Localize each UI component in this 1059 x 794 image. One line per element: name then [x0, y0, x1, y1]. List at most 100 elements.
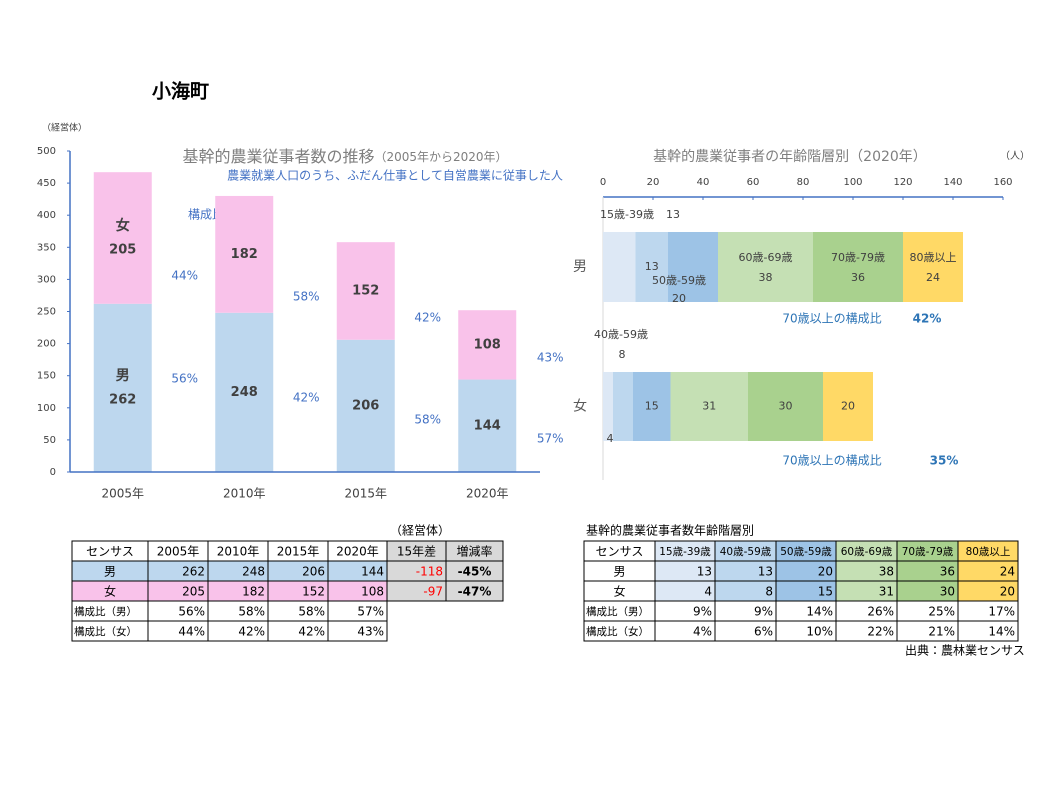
table-text: 57%	[357, 605, 384, 619]
annotation: 70歳以上の構成比	[782, 312, 881, 326]
table-text: 25%	[928, 605, 955, 619]
table-caption: （経営体）	[390, 524, 450, 538]
bar	[458, 310, 517, 380]
bar	[93, 303, 152, 472]
table-text: 9%	[754, 605, 773, 619]
series-label: 70歳-79歳	[831, 251, 885, 264]
x-tick-label: 40	[697, 177, 710, 188]
data-label: 8	[619, 348, 626, 361]
bar	[336, 242, 395, 340]
bar	[635, 232, 668, 302]
table-text: 20	[818, 565, 833, 579]
page-title: 小海町	[152, 80, 209, 103]
table-text: 26%	[867, 605, 894, 619]
x-tick-label: 80	[797, 177, 810, 188]
bar	[633, 372, 671, 441]
table-text: 42%	[298, 625, 325, 639]
data-label: 144	[474, 418, 501, 433]
table-text: 152	[302, 585, 325, 599]
share-label: 57%	[537, 432, 564, 446]
table-header: 70歳-79歳	[902, 546, 954, 558]
table-text: 9%	[693, 605, 712, 619]
chart-title: 基幹的農業従事者の年齢階層別（2020年）	[653, 148, 927, 165]
table-text: 20	[1000, 585, 1015, 599]
table-header: 増減率	[456, 544, 492, 559]
bar	[903, 232, 963, 302]
bar	[458, 379, 517, 472]
table-text: -45%	[458, 565, 492, 579]
data-label: 38	[759, 271, 773, 284]
table-header: 2005年	[157, 545, 200, 559]
data-label: 206	[352, 398, 379, 413]
data-label: 24	[926, 271, 940, 284]
table-text: 14%	[806, 605, 833, 619]
x-tick-label: 160	[993, 177, 1012, 188]
table-text: 42%	[238, 625, 265, 639]
series-label: 15歳-39歳	[600, 208, 654, 221]
table-text: 36	[940, 565, 955, 579]
table-text: -118	[416, 565, 443, 579]
table-text: 13	[758, 565, 773, 579]
bar	[215, 195, 274, 313]
table-text: 30	[940, 585, 955, 599]
source: 出典：農林業センサス	[905, 644, 1025, 658]
share-label: 58%	[414, 413, 441, 427]
y-tick-label: 0	[50, 467, 56, 478]
x-axis-label: （人）	[1000, 150, 1030, 162]
series-label: 40歳-59歳	[594, 328, 648, 341]
table-cell	[957, 620, 1019, 642]
y-tick-label: 350	[37, 242, 56, 253]
data-label: 205	[109, 242, 136, 257]
x-tick-label: 140	[943, 177, 962, 188]
table-text: 10%	[806, 625, 833, 639]
bar	[93, 172, 152, 304]
bar	[813, 232, 903, 302]
share-label: 44%	[171, 269, 198, 283]
share-label: 43%	[537, 351, 564, 365]
x-tick-label: 2010年	[223, 487, 266, 501]
y-tick-label: 男	[573, 259, 587, 275]
table-text: 21%	[928, 625, 955, 639]
bar	[670, 372, 748, 441]
bar	[748, 372, 823, 441]
data-label: 248	[231, 385, 258, 400]
table-text: 38	[879, 565, 894, 579]
table-caption: 基幹的農業従事者数年齢階層別	[586, 523, 754, 538]
x-tick-label: 2020年	[466, 487, 509, 501]
legend-label: 女	[116, 217, 130, 234]
y-tick-label: 300	[37, 274, 56, 285]
table-text: 58%	[298, 605, 325, 619]
table-text: 248	[242, 565, 265, 579]
note: 構成比	[188, 208, 224, 222]
table-text: 206	[302, 565, 325, 579]
data-label: 15	[645, 400, 659, 413]
share-label: 56%	[171, 372, 198, 386]
title: 基幹的農業従事者数の推移	[182, 147, 374, 166]
y-tick-label: 150	[37, 371, 56, 382]
table-header: 15歳-39歳	[659, 546, 711, 558]
chart-title: 基幹的農業従事者数の推移（2005年から2020年）	[182, 147, 507, 166]
bar	[718, 232, 813, 302]
table-text: 58%	[238, 605, 265, 619]
table-text: 構成比（女）	[74, 625, 137, 638]
y-tick-label: 250	[37, 307, 56, 318]
data-label: 262	[109, 392, 136, 407]
y-tick-label: 500	[37, 146, 56, 157]
bar	[603, 232, 636, 302]
data-label: 13	[666, 208, 680, 221]
data-label: 152	[352, 283, 379, 298]
x-tick-label: 60	[747, 177, 760, 188]
table-text: 女	[613, 585, 625, 599]
y-tick-label: 450	[37, 178, 56, 189]
x-tick-label: 20	[647, 177, 660, 188]
table-header: 2010年	[217, 545, 260, 559]
bar	[823, 372, 873, 441]
table-header: 60歳-69歳	[841, 546, 893, 558]
annotation-value: 42%	[913, 312, 942, 326]
table-text: 15	[818, 585, 833, 599]
data-label: 36	[851, 271, 865, 284]
data-label: 30	[779, 400, 793, 413]
table-text: 182	[242, 585, 265, 599]
y-axis-label: （経営体）	[42, 122, 87, 134]
